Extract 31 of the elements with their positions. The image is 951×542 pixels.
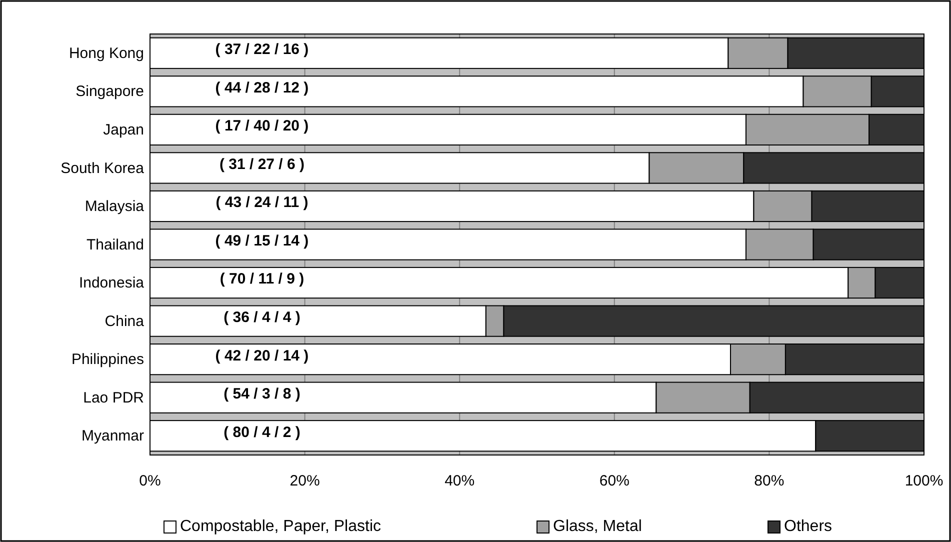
x-tick-label: 20% xyxy=(290,472,320,490)
data-label: ( 37 / 22 / 16 ) xyxy=(215,41,309,58)
data-label: ( 80 / 4 / 2 ) xyxy=(224,424,300,441)
data-label: ( 43 / 24 / 11 ) xyxy=(216,194,308,212)
y-tick-label: Lao PDR xyxy=(83,389,144,406)
data-label: ( 36 / 4 / 4 ) xyxy=(224,309,300,326)
y-tick-label: Hong Kong xyxy=(68,44,144,62)
x-tick-label: 0% xyxy=(139,472,161,490)
x-tick-label: 80% xyxy=(754,472,784,490)
y-tick-label: Philippines xyxy=(71,351,144,368)
y-tick-label: Malaysia xyxy=(84,198,145,216)
x-tick-label: 100% xyxy=(904,472,944,490)
y-tick-label: Japan xyxy=(103,121,144,138)
y-tick-label: Myanmar xyxy=(81,428,144,445)
data-label: ( 70 / 11 / 9 ) xyxy=(220,270,304,288)
legend-label: Glass, Metal xyxy=(553,518,642,536)
y-tick-label: Singapore xyxy=(76,83,144,100)
y-tick-label: China xyxy=(104,312,145,330)
x-tick-label: 40% xyxy=(444,472,475,490)
y-tick-label: Indonesia xyxy=(78,274,145,292)
legend-label: Others xyxy=(784,518,832,536)
data-label: ( 31 / 27 / 6 ) xyxy=(219,156,305,173)
legend-label: Compostable, Paper, Plastic xyxy=(180,518,381,536)
y-tick-label: Thailand xyxy=(86,236,144,254)
x-tick-label: 60% xyxy=(599,472,630,490)
y-tick-label: South Korea xyxy=(60,160,145,177)
data-label: ( 44 / 28 / 12 ) xyxy=(215,79,309,96)
data-label: ( 49 / 15 / 14 ) xyxy=(215,232,309,250)
data-label: ( 54 / 3 / 8 ) xyxy=(224,386,300,403)
data-label: ( 42 / 20 / 14 ) xyxy=(215,347,309,364)
data-label: ( 17 / 40 / 20 ) xyxy=(215,118,309,135)
